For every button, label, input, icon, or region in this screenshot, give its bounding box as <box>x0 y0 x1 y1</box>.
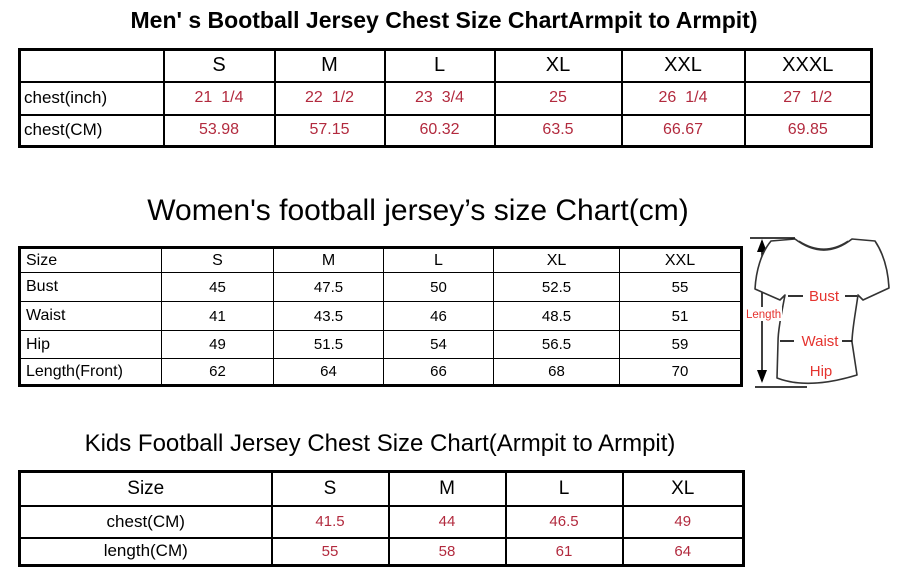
header-cell-size: Size <box>19 247 162 273</box>
womens-header-row: Size S M L XL XXL <box>19 247 742 273</box>
waist-label: Waist <box>802 333 840 350</box>
value-cell: 60.32 <box>383 113 496 148</box>
value-cell: 26 1/4 <box>620 80 746 116</box>
row-label-cell: chest(CM) <box>18 504 273 539</box>
header-cell-xl: XL <box>621 470 745 507</box>
header-cell-xl: XL <box>493 48 623 83</box>
kids-chart-title: Kids Football Jersey Chest Size Chart(Ar… <box>84 430 676 457</box>
row-label-cell: chest(CM) <box>18 113 165 148</box>
tshirt-outline <box>754 238 890 385</box>
womens-row-hip: Hip 49 51.5 54 56.5 59 <box>19 330 742 359</box>
length-label: Length <box>746 309 781 321</box>
value-cell: 49 <box>161 330 274 359</box>
value-cell: 45 <box>161 272 274 302</box>
value-cell: 55 <box>270 536 390 567</box>
header-cell-size: Size <box>18 470 273 507</box>
header-cell-l: L <box>383 48 496 83</box>
mens-chart-title: Men' s Bootball Jersey Chest Size ChartA… <box>130 7 758 33</box>
header-cell-m: M <box>273 247 384 273</box>
value-cell: 46.5 <box>504 504 624 539</box>
mens-row-chest-cm: chest(CM) 53.98 57.15 60.32 63.5 66.67 6… <box>18 113 873 148</box>
value-cell: 54 <box>383 330 494 359</box>
value-cell: 62 <box>161 358 274 386</box>
kids-header-row: Size S M L XL <box>18 470 745 507</box>
length-arrow-up-head <box>757 239 767 252</box>
value-cell: 59 <box>619 330 742 359</box>
row-label-cell: Waist <box>19 301 162 331</box>
bust-label: Bust <box>809 288 840 305</box>
value-cell: 66.67 <box>620 113 746 148</box>
value-cell: 52.5 <box>493 272 620 302</box>
value-cell: 61 <box>504 536 624 567</box>
row-label-cell: Length(Front) <box>19 358 162 386</box>
womens-chart-title: Women's football jersey’s size Chart(cm) <box>147 194 689 227</box>
value-cell: 43.5 <box>273 301 384 331</box>
mens-size-table: S M L XL XXL XXXL chest(inch) 21 1/4 22 … <box>18 48 873 148</box>
value-cell: 44 <box>387 504 507 539</box>
value-cell: 70 <box>619 358 742 386</box>
value-cell: 27 1/2 <box>743 80 873 116</box>
value-cell: 57.15 <box>273 113 386 148</box>
kids-row-length-cm: length(CM) 55 58 61 64 <box>18 536 745 567</box>
header-cell-xxl: XXL <box>619 247 742 273</box>
value-cell: 64 <box>621 536 745 567</box>
womens-row-waist: Waist 41 43.5 46 48.5 51 <box>19 301 742 331</box>
header-cell-xxl: XXL <box>620 48 746 83</box>
value-cell: 49 <box>621 504 745 539</box>
value-cell: 51 <box>619 301 742 331</box>
value-cell: 50 <box>383 272 494 302</box>
value-cell: 23 3/4 <box>383 80 496 116</box>
row-label-cell: chest(inch) <box>18 80 165 116</box>
womens-row-length-front: Length(Front) 62 64 66 68 70 <box>19 358 742 386</box>
value-cell: 56.5 <box>493 330 620 359</box>
value-cell: 63.5 <box>493 113 623 148</box>
header-cell-l: L <box>504 470 624 507</box>
value-cell: 58 <box>387 536 507 567</box>
value-cell: 69.85 <box>743 113 873 148</box>
womens-row-bust: Bust 45 47.5 50 52.5 55 <box>19 272 742 302</box>
header-cell-m: M <box>273 48 386 83</box>
kids-row-chest-cm: chest(CM) 41.5 44 46.5 49 <box>18 504 745 539</box>
value-cell: 68 <box>493 358 620 386</box>
header-cell-s: S <box>162 48 276 83</box>
value-cell: 66 <box>383 358 494 386</box>
row-label-cell: Hip <box>19 330 162 359</box>
value-cell: 47.5 <box>273 272 384 302</box>
header-cell-empty <box>18 48 165 83</box>
value-cell: 46 <box>383 301 494 331</box>
header-cell-s: S <box>161 247 274 273</box>
length-arrow-down-head <box>757 370 767 383</box>
value-cell: 22 1/2 <box>273 80 386 116</box>
value-cell: 51.5 <box>273 330 384 359</box>
value-cell: 53.98 <box>162 113 276 148</box>
value-cell: 41.5 <box>270 504 390 539</box>
womens-size-table: Size S M L XL XXL Bust 45 47.5 50 52.5 5… <box>18 246 743 387</box>
tshirt-collar-inner <box>798 240 849 250</box>
value-cell: 21 1/4 <box>162 80 276 116</box>
header-cell-s: S <box>270 470 390 507</box>
mens-row-chest-inch: chest(inch) 21 1/4 22 1/2 23 3/4 25 26 1… <box>18 80 873 116</box>
mens-header-row: S M L XL XXL XXXL <box>18 48 873 83</box>
row-label-cell: Bust <box>19 272 162 302</box>
value-cell: 64 <box>273 358 384 386</box>
header-cell-xxxl: XXXL <box>743 48 873 83</box>
tshirt-measurement-diagram: Length Bust Waist Hip <box>744 237 890 388</box>
header-cell-xl: XL <box>493 247 620 273</box>
hip-label: Hip <box>810 363 833 380</box>
row-label-cell: length(CM) <box>18 536 273 567</box>
value-cell: 41 <box>161 301 274 331</box>
length-label-bg <box>744 307 782 321</box>
header-cell-l: L <box>383 247 494 273</box>
value-cell: 55 <box>619 272 742 302</box>
header-cell-m: M <box>387 470 507 507</box>
kids-size-table: Size S M L XL chest(CM) 41.5 44 46.5 49 … <box>18 470 745 567</box>
value-cell: 48.5 <box>493 301 620 331</box>
value-cell: 25 <box>493 80 623 116</box>
